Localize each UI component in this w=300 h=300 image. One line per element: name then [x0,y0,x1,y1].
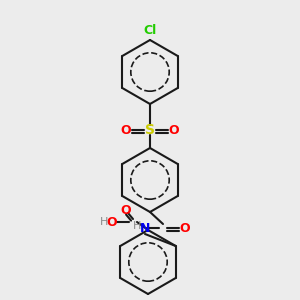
Text: O: O [121,205,131,218]
Text: O: O [180,221,190,235]
Text: H: H [133,221,141,231]
Text: O: O [169,124,179,136]
Text: O: O [107,215,117,229]
Text: N: N [140,221,150,235]
Text: O: O [121,124,131,136]
Text: S: S [145,123,155,137]
Text: Cl: Cl [143,23,157,37]
Text: H: H [100,217,108,227]
